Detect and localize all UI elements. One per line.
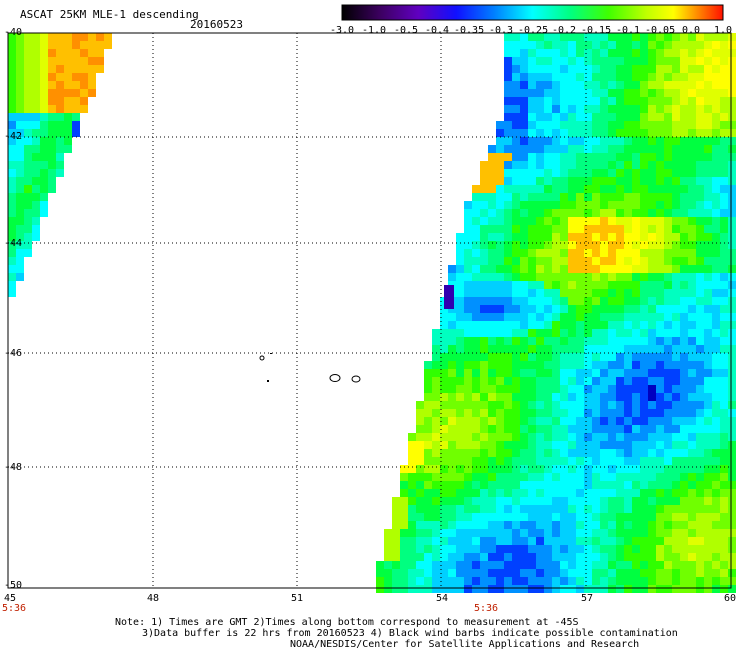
lat-label-42: -42: [4, 131, 23, 142]
footer-note-2: 3)Data buffer is 22 hrs from 20160523 4)…: [142, 628, 678, 639]
swath-main: [376, 33, 736, 593]
colorbar-label: -0.3: [489, 25, 514, 36]
colorbar-label: -0.15: [581, 25, 612, 36]
lat-label-48: -48: [4, 462, 23, 473]
colorbar-ramp: [341, 4, 724, 21]
product-date: 20160523: [190, 18, 243, 31]
lon-label-51: 51: [291, 593, 304, 604]
colorbar-label: -1.0: [362, 25, 387, 36]
map-frame: [7, 32, 732, 589]
swath-left-fragment: [8, 33, 112, 297]
footer-note-1: Note: 1) Times are GMT 2)Times along bot…: [115, 617, 579, 628]
colorbar-label: -0.4: [425, 25, 450, 36]
colorbar-label: 1.0: [714, 25, 733, 36]
lat-label-40: -40: [4, 27, 23, 38]
footer-credit: NOAA/NESDIS/Center for Satellite Applica…: [290, 639, 640, 650]
lon-label-54: 54: [436, 593, 449, 604]
lon-label-48: 48: [147, 593, 160, 604]
lon-label-45: 45: [4, 593, 17, 604]
colorbar-label: -0.1: [616, 25, 641, 36]
lat-label-50: -50: [4, 580, 23, 591]
lon-label-60: 60: [724, 593, 737, 604]
product-title: ASCAT 25KM MLE-1 descending: [20, 8, 199, 21]
time-label-left: 5:36: [2, 603, 27, 614]
lat-label-44: -44: [4, 238, 23, 249]
colorbar-label: -0.5: [394, 25, 419, 36]
lon-label-57: 57: [581, 593, 594, 604]
time-label-main: 5:36: [474, 603, 499, 614]
colorbar-label: -3.0: [330, 25, 355, 36]
lat-label-46: -46: [4, 348, 23, 359]
colorbar-label: -0.05: [645, 25, 676, 36]
colorbar-label: -0.25: [518, 25, 549, 36]
graticule-grid: [8, 33, 731, 588]
colorbar: [341, 4, 724, 21]
colorbar-label: -0.2: [552, 25, 577, 36]
crozet-islands: [259, 353, 361, 383]
colorbar-label: 0.0: [682, 25, 701, 36]
colorbar-label: -0.35: [454, 25, 485, 36]
